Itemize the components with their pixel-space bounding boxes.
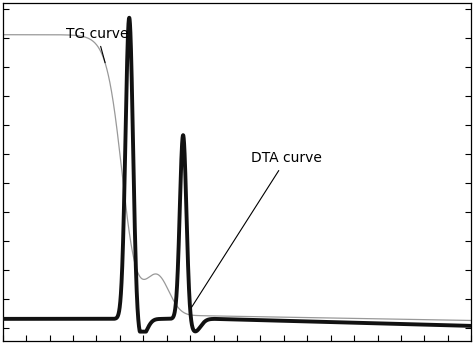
Text: TG curve: TG curve (66, 27, 128, 63)
Text: DTA curve: DTA curve (191, 151, 322, 307)
